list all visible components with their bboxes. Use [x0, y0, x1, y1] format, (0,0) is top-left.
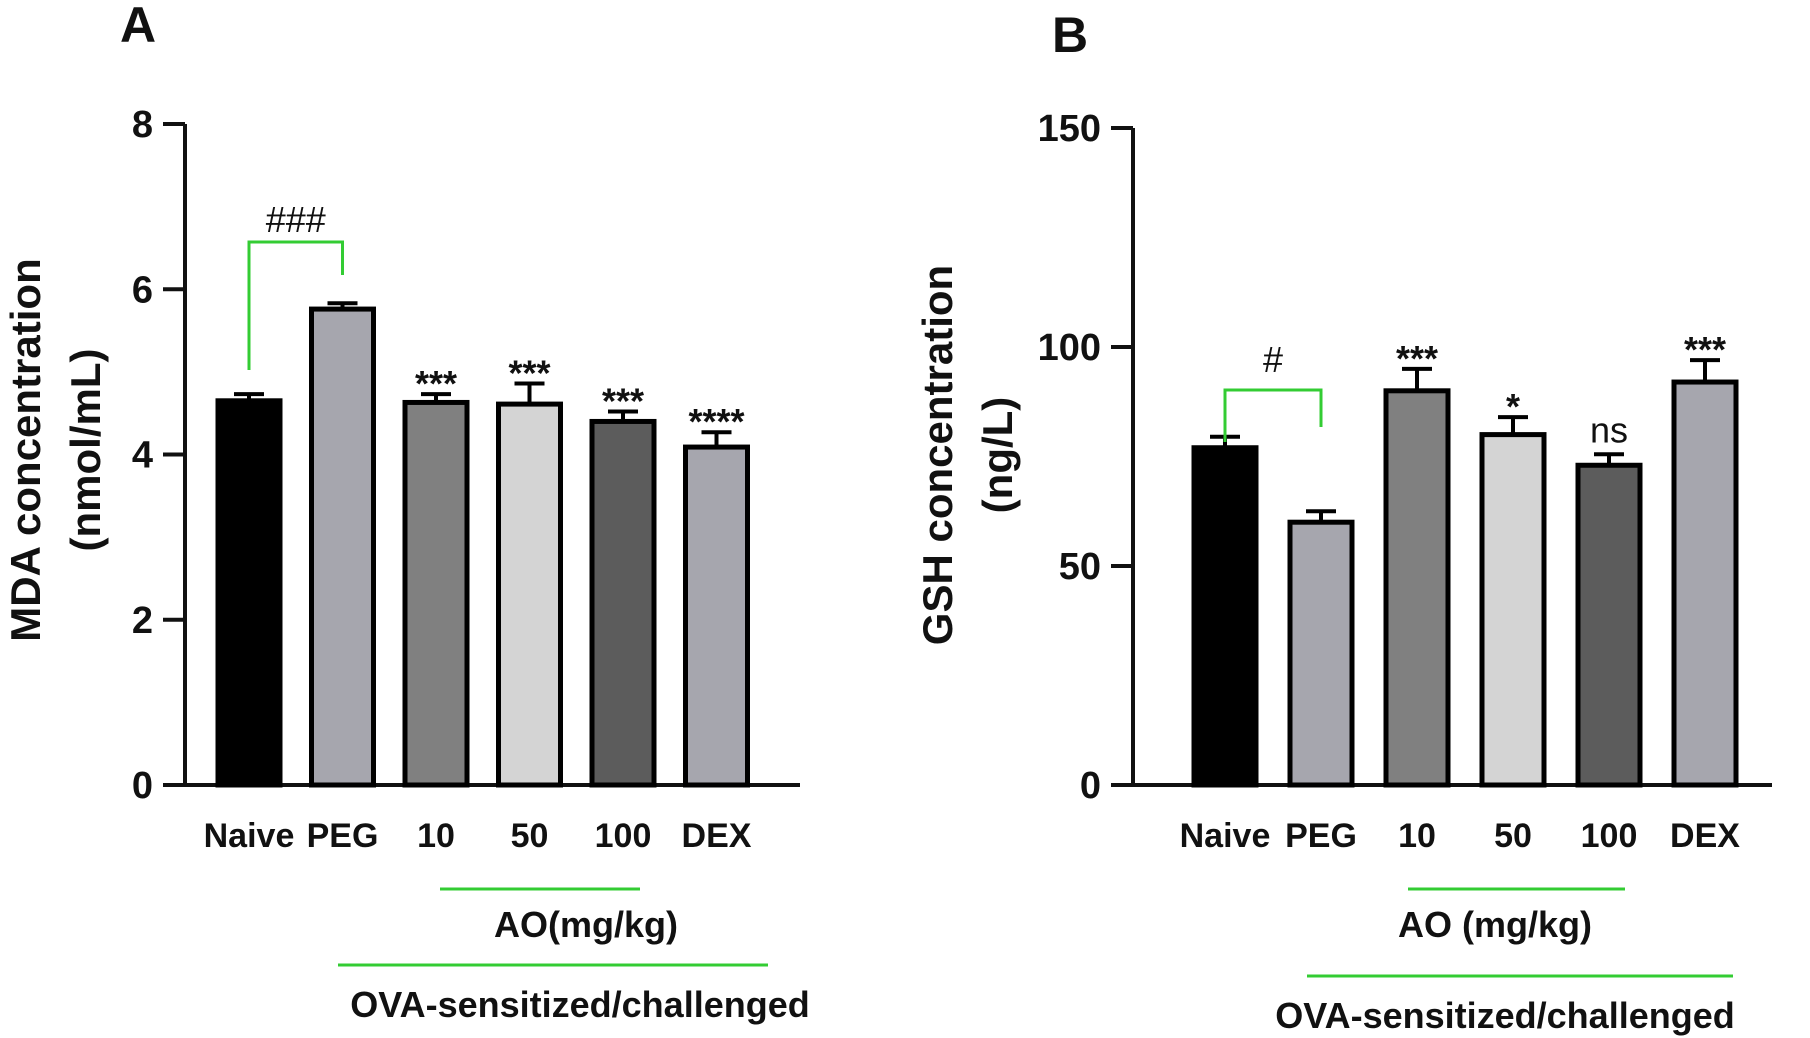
category-label: 10 — [1398, 817, 1436, 855]
bar-100 — [589, 418, 657, 788]
bar-naive — [215, 398, 283, 788]
y-tick-label: 6 — [132, 269, 153, 311]
y-axis-title: GSH concentration — [914, 265, 961, 645]
y-tick-label: 0 — [1080, 765, 1101, 807]
category-label: PEG — [1285, 817, 1357, 855]
significance-label: ns — [1590, 409, 1628, 450]
bar-peg — [309, 306, 376, 788]
y-tick-label: 2 — [132, 600, 153, 642]
panel-label: B — [1052, 7, 1088, 63]
category-label: 100 — [595, 817, 652, 855]
category-label: Naive — [1180, 817, 1271, 855]
panel-label: A — [120, 0, 156, 53]
comparison-bracket — [247, 240, 344, 370]
category-label: DEX — [682, 817, 752, 855]
y-tick-label: 50 — [1059, 546, 1101, 588]
category-label: PEG — [307, 817, 379, 855]
y-tick-label: 4 — [132, 435, 153, 477]
significance-label: *** — [1396, 338, 1438, 379]
bar-dex — [683, 444, 750, 788]
y-axis-title: MDA concentration — [2, 258, 49, 641]
category-label: 50 — [511, 817, 549, 855]
category-label: 10 — [417, 817, 455, 855]
significance-label: *** — [508, 352, 550, 393]
group-label-ova: OVA-sensitized/challenged — [350, 984, 809, 1025]
comparison-label: ### — [266, 199, 326, 240]
significance-label: *** — [415, 363, 457, 404]
y-tick-label: 150 — [1038, 108, 1101, 150]
group-label-ova: OVA-sensitized/challenged — [1275, 995, 1734, 1036]
significance-label: *** — [602, 381, 644, 422]
category-label: 50 — [1494, 817, 1532, 855]
bar-peg — [1287, 519, 1355, 788]
y-tick-label: 0 — [132, 765, 153, 807]
bar-100 — [1575, 462, 1643, 788]
y-tick-label: 8 — [132, 104, 153, 146]
significance-label: * — [1506, 386, 1520, 427]
bar-naive — [1191, 445, 1259, 788]
comparison-label: # — [1263, 339, 1283, 380]
group-label-ao: AO (mg/kg) — [1398, 904, 1592, 945]
comparison-bracket — [1223, 388, 1323, 442]
significance-label: **** — [688, 401, 744, 442]
y-tick-label: 100 — [1038, 327, 1101, 369]
bar-50 — [496, 401, 563, 788]
chart-panel-A: A 0 2 4 6 8 MDA concentration (nmol/mL) Naive PEG… — [2, 0, 810, 1025]
bar-10 — [1383, 388, 1451, 788]
category-label: Naive — [204, 817, 295, 855]
y-axis-unit: (ng/L) — [974, 397, 1021, 514]
category-label: 100 — [1581, 817, 1638, 855]
significance-label: *** — [1684, 329, 1726, 370]
y-axis-unit: (nmol/mL) — [62, 349, 109, 552]
bar-50 — [1479, 432, 1547, 788]
category-label: DEX — [1670, 817, 1740, 855]
bar-dex — [1671, 379, 1739, 788]
bar-10 — [402, 399, 470, 788]
group-label-ao: AO(mg/kg) — [494, 904, 678, 945]
chart-panel-B: B 0 50 100 150 GSH concentration (ng/L) Naive PE… — [914, 7, 1772, 1036]
